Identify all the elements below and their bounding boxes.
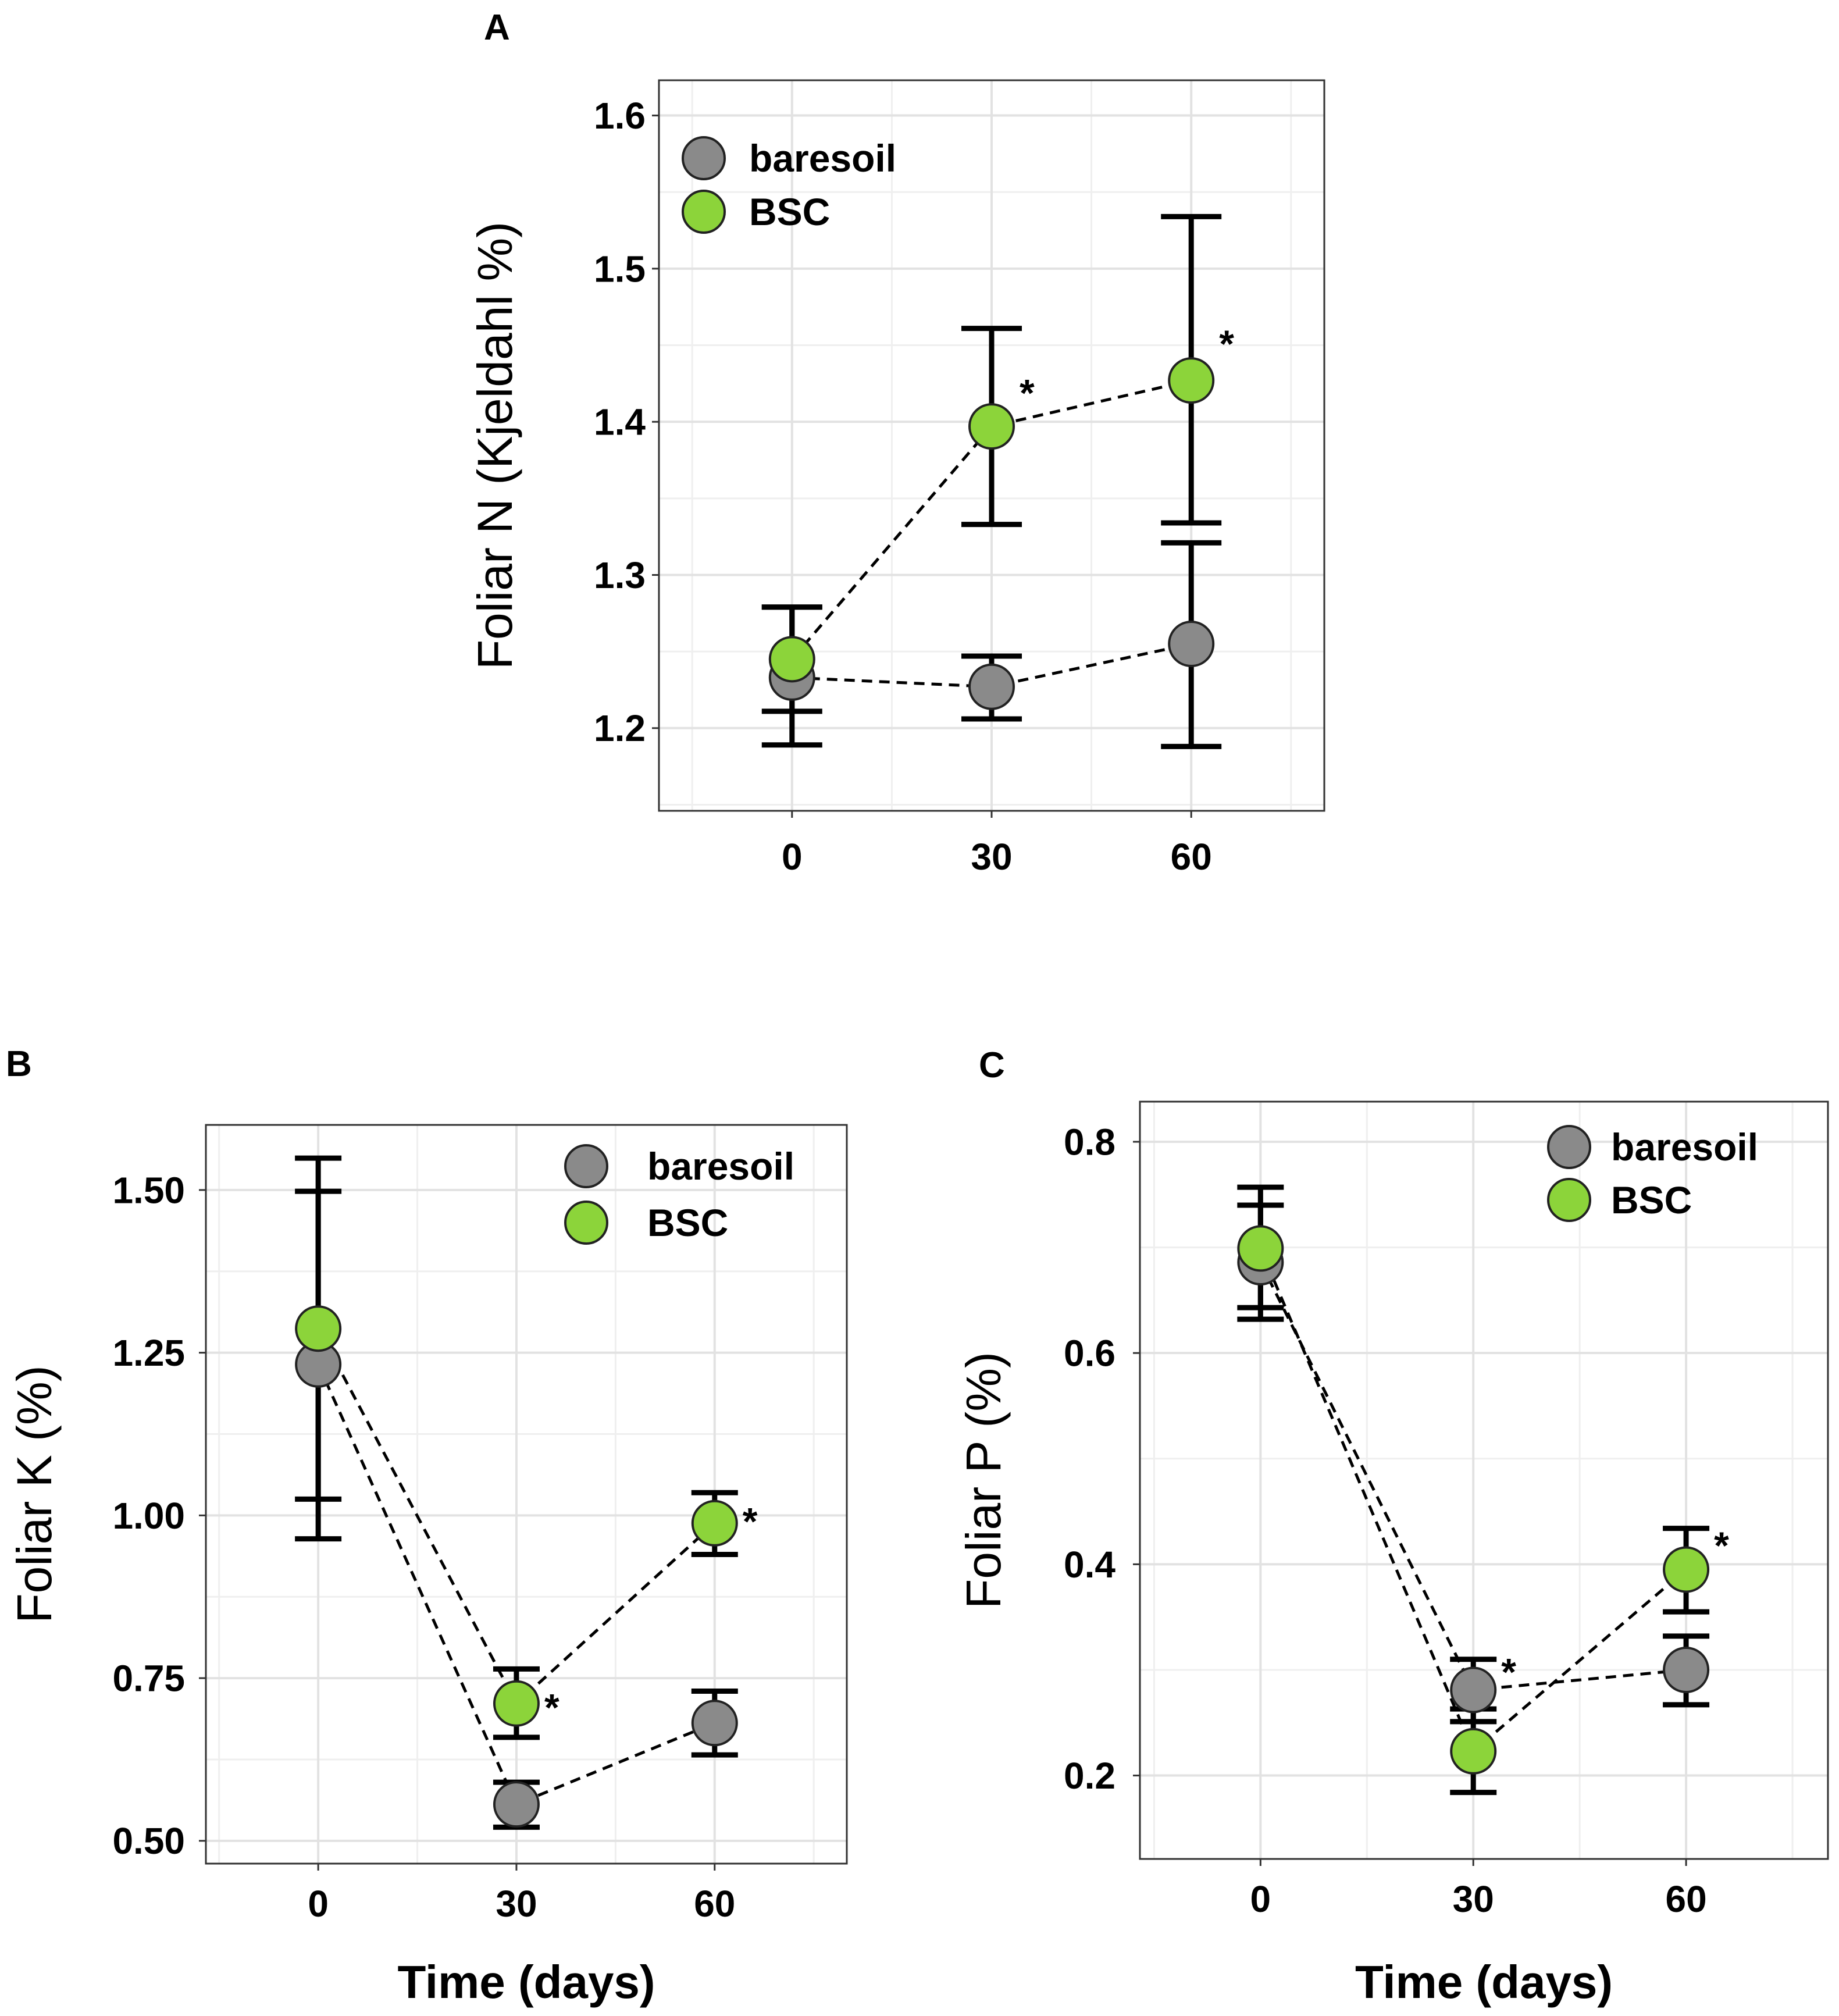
- series-line-b-baresoil: [316, 1363, 715, 1807]
- legend-swatch-c-baresoil: [1547, 1125, 1591, 1169]
- legend-label-c-baresoil: baresoil: [1611, 1125, 1758, 1169]
- legend-label-a-bsc: BSC: [749, 190, 830, 233]
- panel-a: A 1.2 1.3 1.4 1.5 1.6 0 30 60 Foliar N (Kjeldahl …: [468, 8, 1325, 878]
- point-a-baresoil-2: [1168, 620, 1215, 667]
- significance-mark-c-1: *: [1714, 1524, 1729, 1567]
- y-axis-title-c: Foliar P (%): [956, 1352, 1011, 1609]
- point-c-bsc-0: [1237, 1225, 1284, 1272]
- x-tick-label-b-1: 30: [496, 1883, 537, 1925]
- y-tick-label-c-2: 0.6: [1064, 1333, 1115, 1374]
- point-a-bsc-2: [1168, 357, 1215, 404]
- legend-label-b-baresoil: baresoil: [647, 1145, 794, 1188]
- plot-frame-c: [1139, 1100, 1829, 1860]
- legend-b: baresoil BSC: [564, 1144, 794, 1245]
- point-a-bsc-0: [768, 636, 815, 683]
- legend-a: baresoil BSC: [682, 136, 896, 234]
- y-tick-label-b-0: 0.50: [112, 1820, 185, 1862]
- legend-label-c-bsc: BSC: [1611, 1178, 1692, 1221]
- x-tick-label-c-2: 60: [1665, 1878, 1706, 1920]
- point-b-bsc-1: [493, 1680, 540, 1727]
- y-tick-label-b-1: 0.75: [112, 1658, 185, 1700]
- y-tick-label-a-0: 1.2: [594, 707, 646, 749]
- x-tick-label-a-2: 60: [1171, 836, 1212, 878]
- legend-swatch-b-bsc: [564, 1201, 608, 1245]
- y-tick-label-a-3: 1.5: [594, 248, 646, 290]
- legend-c: baresoil BSC: [1547, 1125, 1758, 1222]
- x-tick-label-a-0: 0: [782, 836, 803, 878]
- x-tick-label-b-2: 60: [694, 1883, 735, 1925]
- y-tick-label-b-2: 1.00: [112, 1495, 185, 1537]
- y-tick-label-b-4: 1.50: [112, 1169, 185, 1211]
- x-tick-label-c-0: 0: [1250, 1878, 1271, 1920]
- plot-frame-b: [205, 1124, 848, 1865]
- y-tick-label-c-3: 0.8: [1064, 1121, 1115, 1163]
- panel-b: B 0.50 0.75 1.00 1.25 1.50 0 30 60 Foliar K (%) Ti…: [6, 1044, 848, 2008]
- x-tick-label-c-1: 30: [1453, 1878, 1494, 1920]
- significance-mark-a-0: *: [1020, 371, 1035, 414]
- panel-letter-a: A: [484, 8, 510, 48]
- y-tick-label-b-3: 1.25: [112, 1332, 185, 1374]
- legend-swatch-c-bsc: [1547, 1178, 1591, 1222]
- x-tick-label-a-1: 30: [971, 836, 1012, 878]
- significance-mark-b-0: *: [544, 1686, 559, 1729]
- y-tick-label-a-1: 1.3: [594, 554, 646, 596]
- x-axis-title-b: Time (days): [397, 1956, 655, 2008]
- plot-area-b: [206, 1125, 847, 1864]
- legend-swatch-a-baresoil: [682, 136, 726, 180]
- point-c-bsc-1: [1450, 1728, 1497, 1775]
- point-b-baresoil-1: [493, 1781, 540, 1828]
- x-tick-label-b-0: 0: [308, 1883, 329, 1925]
- point-b-baresoil-2: [691, 1700, 738, 1747]
- x-axis-title-c: Time (days): [1355, 1956, 1613, 2008]
- y-tick-label-a-2: 1.4: [594, 401, 646, 443]
- significance-mark-b-1: *: [743, 1500, 758, 1543]
- point-b-bsc-2: [691, 1499, 738, 1547]
- panel-letter-c: C: [979, 1045, 1005, 1085]
- y-tick-label-a-4: 1.6: [594, 95, 646, 137]
- legend-swatch-a-bsc: [682, 190, 726, 234]
- panel-letter-b: B: [6, 1044, 32, 1084]
- legend-swatch-b-baresoil: [564, 1144, 608, 1188]
- legend-label-a-baresoil: baresoil: [749, 137, 896, 180]
- y-axis-title-b: Foliar K (%): [7, 1365, 62, 1623]
- y-tick-label-c-0: 0.2: [1064, 1755, 1115, 1797]
- panel-c: C 0.2 0.4 0.6 0.8 0 30 60 Foliar P (%) Time (days…: [956, 1045, 1829, 2008]
- point-a-bsc-1: [968, 403, 1015, 450]
- y-axis-title-a: Foliar N (Kjeldahl %): [468, 222, 522, 669]
- significance-mark-c-0: *: [1501, 1651, 1516, 1694]
- point-a-baresoil-1: [968, 663, 1015, 710]
- point-c-baresoil-1: [1450, 1666, 1497, 1714]
- y-tick-label-c-1: 0.4: [1064, 1544, 1115, 1586]
- point-b-bsc-0: [295, 1305, 342, 1352]
- point-c-baresoil-2: [1663, 1646, 1710, 1693]
- significance-mark-a-1: *: [1219, 322, 1234, 365]
- point-c-bsc-2: [1663, 1546, 1710, 1593]
- legend-label-b-bsc: BSC: [647, 1201, 728, 1244]
